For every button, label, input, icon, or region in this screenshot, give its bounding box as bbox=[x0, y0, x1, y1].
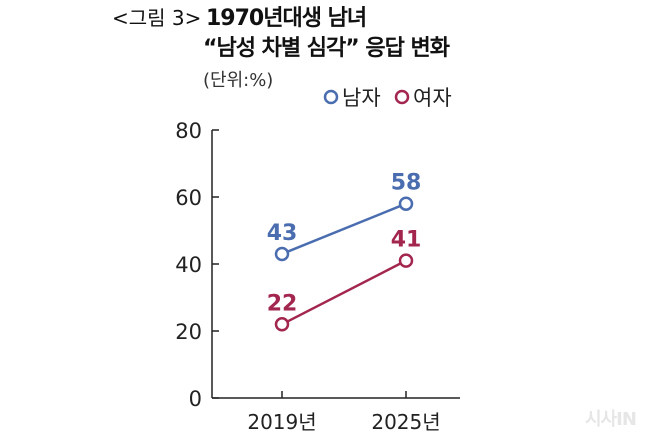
figure-label: <그림 3> bbox=[112, 6, 202, 30]
x-tick-label: 2019년 bbox=[247, 410, 316, 434]
data-label: 22 bbox=[267, 291, 298, 316]
y-tick-label: 0 bbox=[189, 387, 202, 411]
data-point bbox=[398, 196, 414, 211]
data-point bbox=[274, 246, 290, 262]
legend-marker bbox=[323, 89, 339, 105]
y-tick-label: 60 bbox=[175, 186, 202, 210]
data-point bbox=[398, 253, 414, 268]
legend-marker bbox=[394, 89, 410, 105]
x-tick-label: 2025년 bbox=[371, 410, 440, 434]
data-label: 58 bbox=[391, 171, 422, 196]
watermark: 시사IN bbox=[585, 409, 637, 430]
y-tick-label: 40 bbox=[175, 253, 202, 277]
chart-title-line1: 1970년대생 남녀 bbox=[206, 6, 367, 31]
y-tick-label: 80 bbox=[175, 119, 202, 143]
unit-label: (단위:%) bbox=[203, 70, 274, 91]
series-line-남자 bbox=[281, 202, 407, 256]
chart-title-line2: “남성 차별 심각” 응답 변화 bbox=[203, 36, 450, 61]
series-line-여자 bbox=[281, 259, 407, 326]
y-tick-label: 20 bbox=[175, 320, 202, 344]
data-label: 43 bbox=[267, 221, 298, 246]
legend-label: 여자 bbox=[413, 86, 452, 110]
legend-label: 남자 bbox=[342, 86, 381, 110]
data-label: 41 bbox=[391, 228, 422, 253]
data-point bbox=[274, 317, 290, 332]
